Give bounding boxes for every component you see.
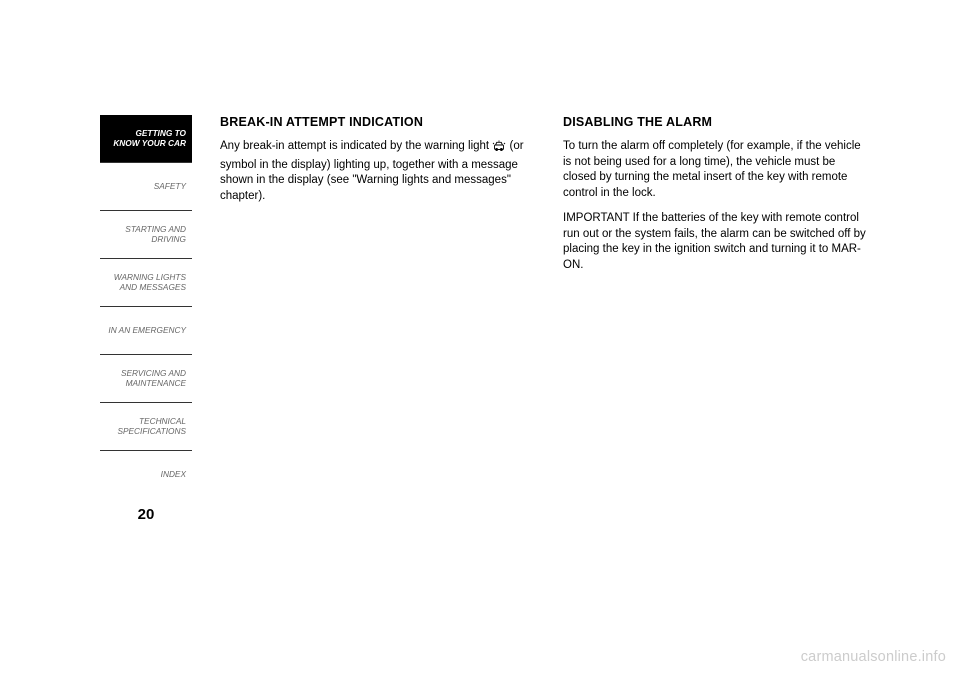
tab-label: STARTING AND DRIVING — [125, 225, 186, 245]
para-text-pre: Any break-in attempt is indicated by the… — [220, 140, 492, 152]
tab-label: SERVICING AND MAINTENANCE — [121, 369, 186, 389]
page-number: 20 — [100, 506, 192, 523]
para-break-in: Any break-in attempt is indicated by the… — [220, 139, 527, 204]
sidebar-nav: GETTING TO KNOW YOUR CAR SAFETY STARTING… — [100, 115, 192, 499]
para-disable-2: IMPORTANT If the batteries of the key wi… — [563, 211, 870, 273]
tab-label: IN AN EMERGENCY — [108, 326, 186, 336]
tab-servicing[interactable]: SERVICING AND MAINTENANCE — [100, 355, 192, 403]
tab-label: GETTING TO KNOW YOUR CAR — [113, 129, 186, 149]
content-area: BREAK-IN ATTEMPT INDICATION Any break-in… — [220, 115, 870, 283]
tab-starting-driving[interactable]: STARTING AND DRIVING — [100, 211, 192, 259]
para-disable-1: To turn the alarm off completely (for ex… — [563, 139, 870, 201]
column-left: BREAK-IN ATTEMPT INDICATION Any break-in… — [220, 115, 527, 283]
heading-break-in: BREAK-IN ATTEMPT INDICATION — [220, 115, 527, 129]
page-root: GETTING TO KNOW YOUR CAR SAFETY STARTING… — [0, 0, 960, 679]
heading-disabling-alarm: DISABLING THE ALARM — [563, 115, 870, 129]
tab-label: WARNING LIGHTS AND MESSAGES — [114, 273, 186, 293]
tab-technical[interactable]: TECHNICAL SPECIFICATIONS — [100, 403, 192, 451]
watermark-text: carmanualsonline.info — [801, 649, 946, 665]
tab-label: INDEX — [161, 470, 186, 480]
tab-safety[interactable]: SAFETY — [100, 163, 192, 211]
car-alarm-icon — [492, 140, 506, 158]
tab-index[interactable]: INDEX — [100, 451, 192, 499]
tab-warning-lights[interactable]: WARNING LIGHTS AND MESSAGES — [100, 259, 192, 307]
tab-getting-to-know[interactable]: GETTING TO KNOW YOUR CAR — [100, 115, 192, 163]
tab-label: TECHNICAL SPECIFICATIONS — [117, 417, 186, 437]
tab-emergency[interactable]: IN AN EMERGENCY — [100, 307, 192, 355]
column-right: DISABLING THE ALARM To turn the alarm of… — [563, 115, 870, 283]
tab-label: SAFETY — [154, 182, 186, 192]
